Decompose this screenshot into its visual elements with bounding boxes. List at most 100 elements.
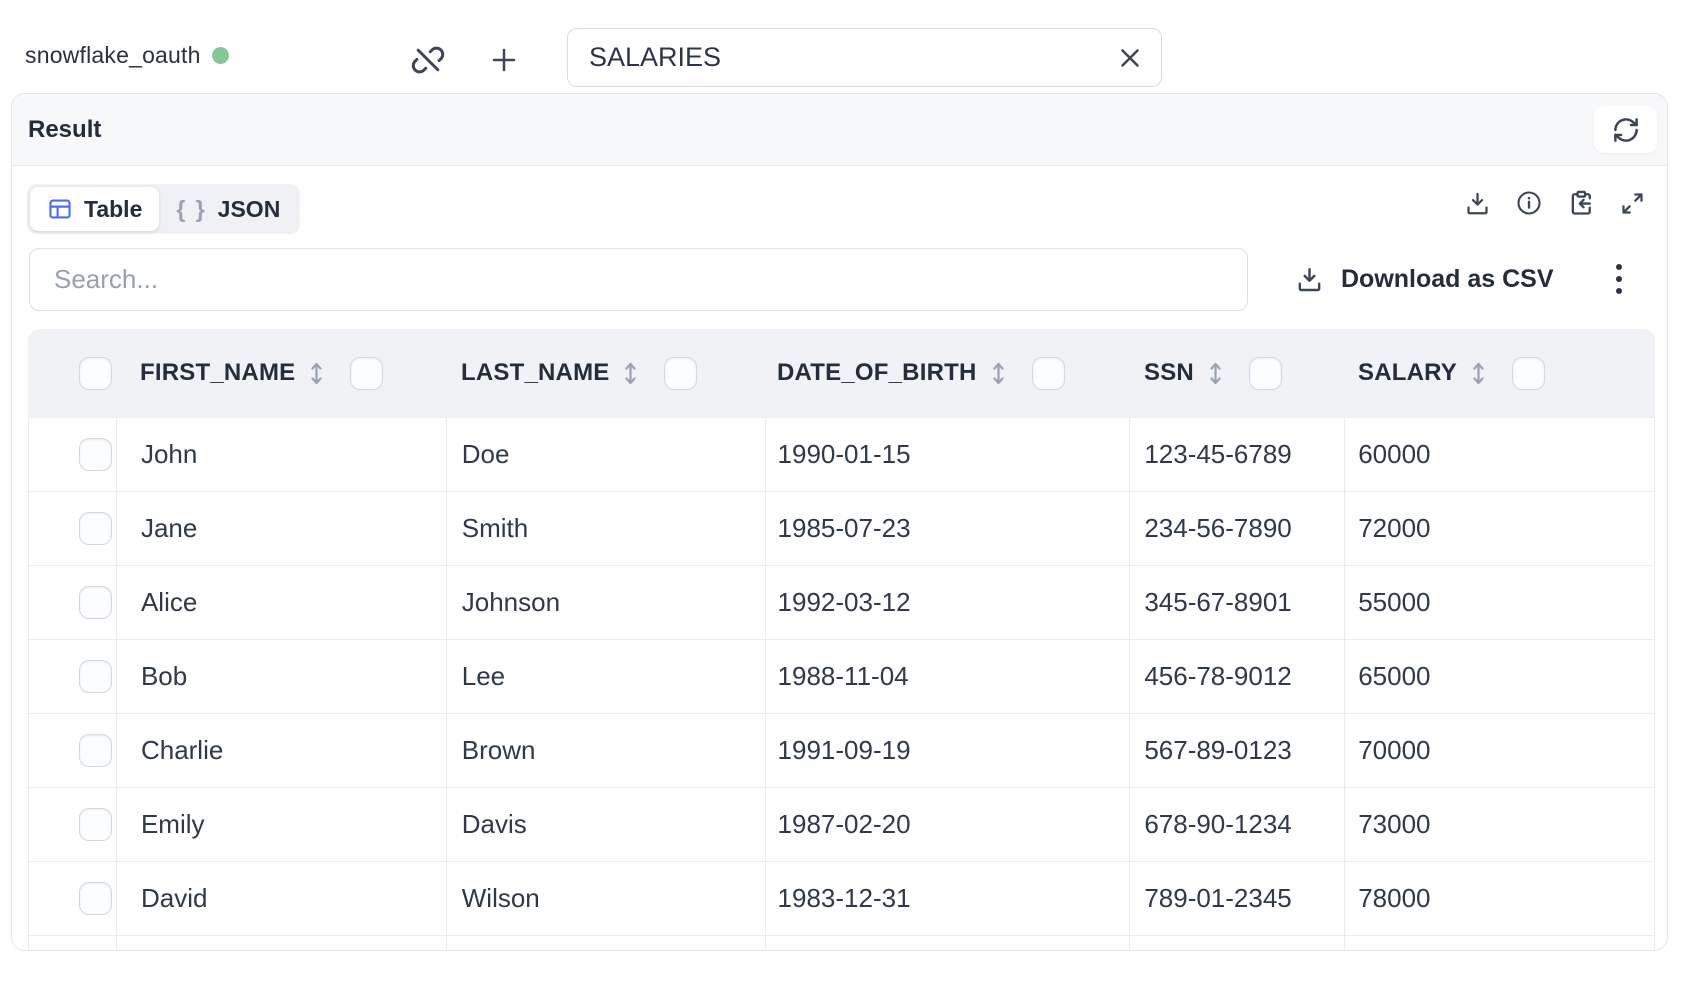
- cell-date_of_birth: 1985-07-23: [766, 492, 1131, 565]
- column-header-last_name: LAST_NAME: [446, 356, 765, 390]
- cell-first_name: Alice: [117, 566, 447, 639]
- download-icon: [1467, 192, 1488, 214]
- info-button[interactable]: [1515, 189, 1543, 217]
- select-all-cell: [28, 356, 116, 390]
- download-csv-label: Download as CSV: [1341, 264, 1554, 293]
- connection-badge: snowflake_oauth: [25, 42, 229, 69]
- column-checkbox[interactable]: [1248, 356, 1282, 390]
- tab-table-label: Table: [84, 195, 143, 222]
- cell-ssn: 678-90-1234: [1130, 788, 1346, 861]
- clear-input-button[interactable]: [1115, 43, 1145, 73]
- table-row: Bob Lee 1988-11-04 456-78-9012 65000: [29, 640, 1655, 714]
- download-result-button[interactable]: [1464, 190, 1491, 217]
- row-checkbox[interactable]: [78, 734, 112, 767]
- result-toolbar: [1464, 189, 1646, 217]
- panel-title: Result: [28, 115, 102, 143]
- row-checkbox[interactable]: [78, 586, 112, 619]
- refresh-button[interactable]: [1594, 106, 1657, 153]
- column-checkbox[interactable]: [1031, 356, 1065, 390]
- column-label: SALARY: [1358, 359, 1457, 386]
- result-table: FIRST_NAME LAST_NAME DATE_OF_BIRTH SSN SALAR…: [28, 329, 1655, 950]
- sort-icon[interactable]: [1471, 360, 1486, 387]
- refresh-icon: [1613, 117, 1638, 142]
- cell-ssn: 789-01-2345: [1130, 862, 1346, 935]
- download-csv-button[interactable]: Download as CSV: [1295, 254, 1554, 304]
- column-label: SSN: [1144, 359, 1194, 386]
- column-checkbox[interactable]: [350, 356, 384, 390]
- row-checkbox[interactable]: [78, 660, 112, 693]
- column-label: DATE_OF_BIRTH: [777, 359, 977, 386]
- plus-icon: [492, 48, 516, 72]
- unlink-icon: [411, 46, 445, 74]
- sort-icon[interactable]: [1208, 360, 1223, 387]
- table-grid-icon: [49, 199, 71, 219]
- cell-last_name: Johnson: [447, 566, 766, 639]
- tab-table[interactable]: Table: [30, 187, 160, 231]
- table-row: Jane Smith 1985-07-23 234-56-7890 72000: [29, 492, 1655, 566]
- table-row: Alice Johnson 1992-03-12 345-67-8901 55000: [29, 566, 1655, 640]
- table-row: Emily Davis 1987-02-20 678-90-1234 73000: [29, 788, 1655, 862]
- cell-date_of_birth: 1983-12-31: [766, 862, 1131, 935]
- cell-first_name: Emily: [117, 788, 447, 861]
- row-checkbox-cell: [29, 566, 117, 639]
- row-checkbox-cell: [29, 640, 117, 713]
- row-checkbox-cell: [29, 936, 117, 950]
- table-body: John Doe 1990-01-15 123-45-6789 60000 Jane Smi…: [28, 417, 1655, 950]
- cell-salary: 65000: [1345, 640, 1655, 713]
- connection-name: snowflake_oauth: [25, 42, 201, 68]
- cell-salary: 70000: [1345, 714, 1655, 787]
- column-checkbox[interactable]: [1511, 356, 1545, 390]
- table-row: Charlie Brown 1991-09-19 567-89-0123 70000: [29, 714, 1655, 788]
- table-row-partial: [29, 936, 1655, 950]
- view-switcher: Table { } JSON: [27, 184, 301, 234]
- expand-button[interactable]: [1619, 190, 1646, 217]
- cell-date_of_birth: 1987-02-20: [766, 788, 1131, 861]
- cell-ssn: 234-56-7890: [1130, 492, 1346, 565]
- status-dot: [211, 47, 229, 64]
- cell-date_of_birth: 1990-01-15: [766, 418, 1131, 491]
- row-checkbox[interactable]: [78, 882, 112, 915]
- more-options-button[interactable]: [1604, 254, 1634, 304]
- column-header-date_of_birth: DATE_OF_BIRTH: [765, 356, 1130, 390]
- cell-last_name: Wilson: [447, 862, 766, 935]
- sort-icon[interactable]: [623, 360, 638, 387]
- cell-salary: 78000: [1345, 862, 1655, 935]
- cell-salary: [1345, 936, 1655, 950]
- column-checkbox[interactable]: [664, 356, 698, 390]
- row-checkbox[interactable]: [78, 438, 112, 471]
- result-panel-header: Result: [12, 94, 1667, 166]
- row-checkbox-cell: [29, 418, 117, 491]
- sort-icon[interactable]: [991, 360, 1006, 387]
- table-row: David Wilson 1983-12-31 789-01-2345 78000: [29, 862, 1655, 936]
- cell-first_name: Bob: [117, 640, 447, 713]
- result-panel: Result Table { } JSON: [11, 93, 1668, 951]
- search-input[interactable]: [52, 263, 1225, 296]
- cell-salary: 73000: [1345, 788, 1655, 861]
- row-checkbox[interactable]: [78, 808, 112, 841]
- unlink-button[interactable]: [408, 40, 448, 80]
- cell-ssn: 345-67-8901: [1130, 566, 1346, 639]
- cell-last_name: [447, 936, 766, 950]
- paste-button[interactable]: [1567, 189, 1595, 217]
- cell-first_name: John: [117, 418, 447, 491]
- cell-ssn: 123-45-6789: [1130, 418, 1346, 491]
- row-checkbox-cell: [29, 492, 117, 565]
- cell-date_of_birth: [766, 936, 1131, 950]
- json-braces-icon: { }: [176, 195, 207, 222]
- cell-last_name: Brown: [447, 714, 766, 787]
- table-name-input[interactable]: [587, 41, 1103, 74]
- tab-json[interactable]: { } JSON: [159, 187, 297, 231]
- cell-last_name: Lee: [447, 640, 766, 713]
- row-checkbox[interactable]: [78, 512, 112, 545]
- cell-first_name: [117, 936, 447, 950]
- select-all-checkbox[interactable]: [79, 356, 112, 390]
- cell-last_name: Davis: [447, 788, 766, 861]
- tab-json-label: JSON: [217, 195, 281, 222]
- cell-ssn: 456-78-9012: [1130, 640, 1346, 713]
- add-tab-button[interactable]: [486, 42, 522, 78]
- sort-icon[interactable]: [309, 360, 324, 387]
- column-header-salary: SALARY: [1345, 356, 1655, 390]
- table-header: FIRST_NAME LAST_NAME DATE_OF_BIRTH SSN SALAR…: [28, 329, 1655, 417]
- cell-last_name: Doe: [447, 418, 766, 491]
- search-field: [29, 248, 1248, 311]
